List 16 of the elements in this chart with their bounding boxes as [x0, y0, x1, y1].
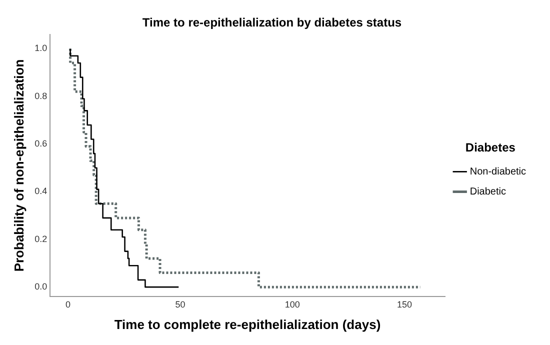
x-axis-title: Time to complete re-epithelialization (days)	[114, 316, 381, 332]
y-tick-label: 0.4	[34, 186, 48, 196]
y-tick-label: 0.0	[34, 282, 48, 292]
legend-label: Non-diabetic	[470, 166, 526, 178]
x-tick-label: 100	[284, 299, 300, 310]
legend-label: Diabetic	[470, 186, 506, 198]
legend-title: Diabetes	[465, 140, 516, 155]
y-tick-label: 1.0	[34, 43, 48, 54]
y-tick-label: 0.6	[34, 138, 48, 149]
y-tick-label: 0.8	[34, 90, 48, 101]
y-axis-title: Probability of non-epithelialization	[11, 59, 26, 272]
x-tick-label: 0	[66, 299, 71, 310]
x-tick-label: 150	[396, 299, 412, 310]
x-tick-label: 50	[175, 299, 186, 310]
chart-title: Time to re-epithelialization by diabetes status	[142, 16, 402, 30]
y-tick-label: 0.2	[34, 234, 48, 244]
